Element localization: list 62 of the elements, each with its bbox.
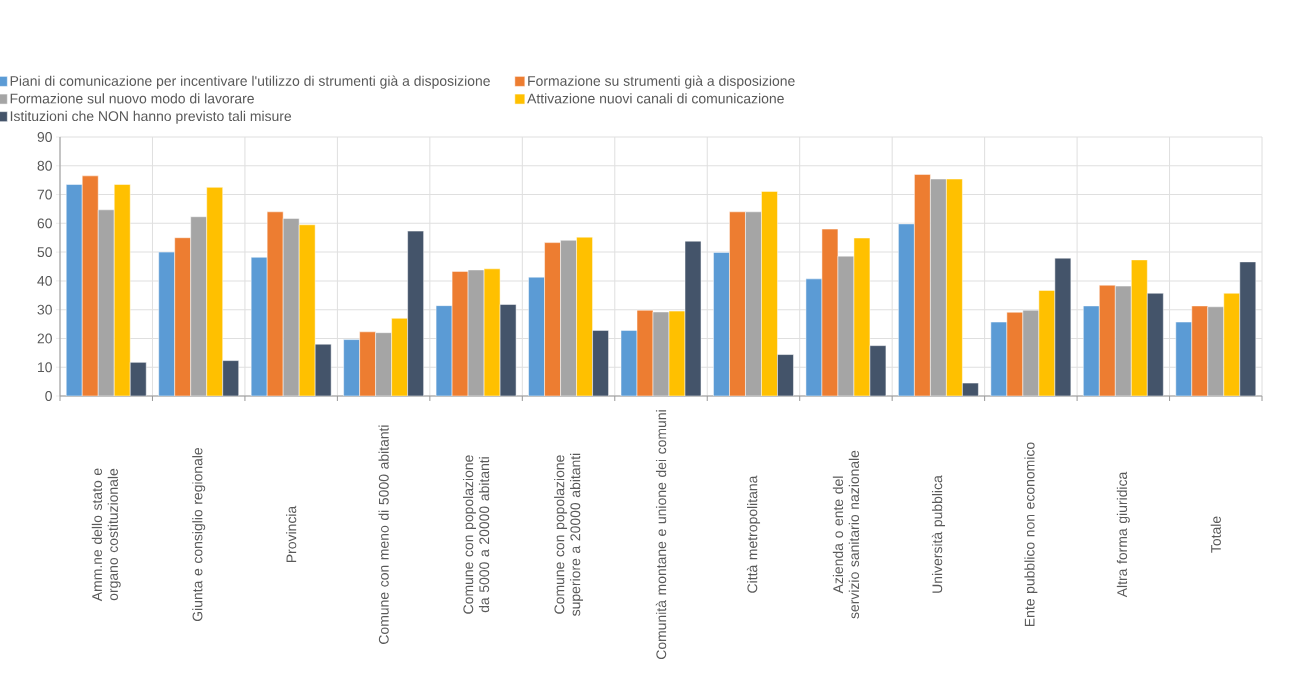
- bar: [761, 191, 778, 396]
- bar: [1131, 259, 1148, 396]
- bar: [1223, 293, 1241, 396]
- bar: [158, 251, 175, 396]
- y-tick-label: 20: [37, 333, 52, 344]
- bar: [1191, 305, 1209, 396]
- legend-label: Formazione su strumenti già a disposizione: [528, 75, 795, 89]
- x-tick-label: Comune con popolazione da 5000 a 20000 abitanti: [462, 455, 490, 614]
- bar: [528, 276, 545, 396]
- x-tick-label: Città metropolitana: [746, 475, 761, 593]
- bar: [222, 360, 239, 396]
- bar: [113, 184, 131, 396]
- bar: [946, 178, 963, 396]
- x-tick-label: Giunta e consiglio regionale: [192, 447, 206, 622]
- bar: [1175, 321, 1193, 396]
- y-tick-label: 30: [37, 304, 52, 315]
- bar: [914, 174, 931, 396]
- bar: [314, 343, 332, 396]
- bar: [713, 252, 730, 396]
- x-tick-label: Comune con meno di 5000 abitanti: [378, 425, 389, 644]
- bar: [391, 318, 408, 396]
- bar: [407, 230, 424, 396]
- bar: [544, 242, 561, 396]
- bar: [174, 237, 191, 396]
- bar: [576, 236, 593, 396]
- bar: [65, 184, 83, 396]
- bar: [1099, 284, 1116, 396]
- bar: [1239, 261, 1257, 396]
- y-tick-label: 80: [37, 160, 52, 171]
- y-tick-label: 0: [45, 391, 52, 401]
- x-tick-label: Comune con popolazione superiore a 20000 abitanti: [554, 453, 584, 616]
- legend-label: Istituzioni che NON hanno previsto tali misure: [10, 110, 292, 124]
- x-tick-label: Altra forma giuridica: [1116, 471, 1130, 598]
- x-tick-label: Totale: [1210, 516, 1221, 553]
- x-tick-label: Provincia: [286, 505, 297, 563]
- y-tick-label: 10: [38, 362, 52, 373]
- bar: [298, 224, 316, 396]
- y-tick-label: 60: [37, 218, 52, 229]
- bar: [592, 330, 609, 396]
- y-tick-label: 40: [37, 275, 52, 286]
- y-tick-label: 50: [37, 247, 52, 258]
- bar: [343, 339, 360, 396]
- bar: [206, 187, 223, 396]
- x-tick-label: Azienda o ente del servizio sanitario nazionale: [832, 450, 860, 619]
- legend-label: Piani di comunicazione per incentivare l'utilizzo di strumenti già a disposizione: [10, 75, 490, 89]
- bar: [1083, 305, 1100, 396]
- bar: [266, 211, 284, 396]
- legend-label: Formazione sul nuovo modo di lavorare: [10, 93, 254, 104]
- bar: [777, 354, 794, 396]
- bar: [898, 223, 915, 396]
- bar: [359, 331, 376, 396]
- x-tick-label: Comunità montane e unione dei comuni: [655, 410, 667, 660]
- bar: [81, 175, 99, 396]
- x-tick-label: Amm.ne dello stato e organo costituzionale: [91, 468, 121, 602]
- y-tick-label: 70: [37, 189, 52, 200]
- legend-label: Attivazione nuovi canali di comunicazione: [527, 93, 784, 104]
- x-tick-label: Ente pubblico non economico: [1024, 442, 1038, 627]
- bar: [1147, 293, 1164, 396]
- x-tick-label: Università pubblica: [931, 475, 945, 593]
- bar: [250, 257, 268, 396]
- y-tick-label: 90: [37, 132, 52, 142]
- bar: [729, 211, 746, 396]
